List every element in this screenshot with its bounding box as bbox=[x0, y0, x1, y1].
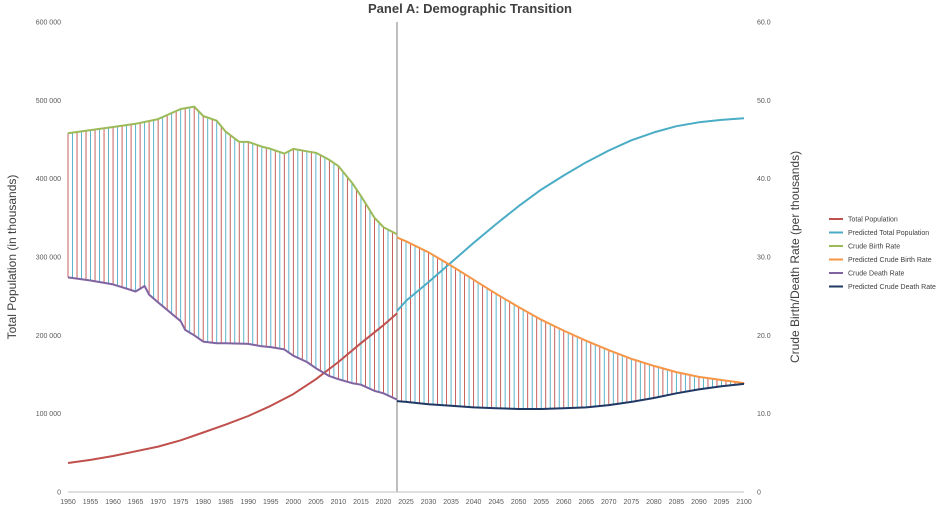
x-tick-label: 1970 bbox=[150, 499, 166, 506]
chart-title: Panel A: Demographic Transition bbox=[368, 1, 572, 16]
x-tick-label: 2060 bbox=[556, 499, 572, 506]
series-line bbox=[67, 276, 398, 401]
legend-label: Crude Birth Rate bbox=[848, 244, 900, 251]
y-left-tick-label: 400 000 bbox=[36, 176, 61, 183]
x-tick-label: 2065 bbox=[578, 499, 594, 506]
series-line bbox=[396, 236, 745, 385]
drop-lines bbox=[67, 106, 745, 409]
y-left-tick-label: 300 000 bbox=[36, 255, 61, 262]
x-tick-label: 2095 bbox=[714, 499, 730, 506]
x-tick-label: 2005 bbox=[308, 499, 324, 506]
legend-label: Predicted Total Population bbox=[848, 230, 929, 237]
x-tick-label: 1955 bbox=[83, 499, 99, 506]
x-tick-label: 1985 bbox=[218, 499, 234, 506]
y-axis-right-ticks: 0 10.0 20.0 30.0 40.0 50.0 60.0 bbox=[757, 20, 771, 497]
y-axis-left-ticks: 0 100 000 200 000 300 000 400 000 500 000 600 … bbox=[36, 20, 61, 497]
y-axis-left-title: Total Population (in thousands) bbox=[5, 175, 19, 340]
x-tick-label: 2055 bbox=[533, 499, 549, 506]
x-axis-ticks: 1950 1955 1960 1965 1970 1975 1980 1985 1990 1995… bbox=[60, 499, 752, 506]
y-left-tick-label: 200 000 bbox=[36, 333, 61, 340]
x-tick-label: 2075 bbox=[624, 499, 640, 506]
y-left-tick-label: 100 000 bbox=[36, 411, 61, 418]
x-tick-label: 1975 bbox=[173, 499, 189, 506]
x-tick-label: 2035 bbox=[443, 499, 459, 506]
y-left-tick-label: 500 000 bbox=[36, 98, 61, 105]
legend-label: Total Population bbox=[848, 217, 898, 224]
x-tick-label: 2000 bbox=[286, 499, 302, 506]
y-right-tick-label: 40.0 bbox=[757, 176, 771, 183]
x-tick-label: 1980 bbox=[195, 499, 211, 506]
legend-label: Crude Death Rate bbox=[848, 271, 905, 278]
x-tick-label: 2010 bbox=[331, 499, 347, 506]
y-right-tick-label: 50.0 bbox=[757, 98, 771, 105]
x-tick-label: 2045 bbox=[488, 499, 504, 506]
series-line bbox=[396, 382, 745, 410]
y-right-tick-label: 10.0 bbox=[757, 411, 771, 418]
legend: Total Population Predicted Total Populati… bbox=[829, 217, 936, 291]
series-line bbox=[67, 312, 398, 464]
x-tick-label: 2020 bbox=[376, 499, 392, 506]
y-right-tick-label: 0 bbox=[757, 490, 761, 497]
legend-label: Predicted Crude Death Rate bbox=[848, 284, 936, 291]
series-lines bbox=[67, 105, 745, 464]
x-tick-label: 2015 bbox=[353, 499, 369, 506]
x-tick-label: 2090 bbox=[691, 499, 707, 506]
x-tick-label: 1950 bbox=[60, 499, 76, 506]
x-tick-label: 1960 bbox=[105, 499, 121, 506]
series-line bbox=[67, 105, 398, 236]
x-tick-label: 2100 bbox=[736, 499, 752, 506]
x-tick-label: 2050 bbox=[511, 499, 527, 506]
x-tick-label: 2070 bbox=[601, 499, 617, 506]
y-axis-right-title: Crude Birth/Death Rate (per thousands) bbox=[788, 151, 802, 363]
legend-label: Predicted Crude Birth Rate bbox=[848, 257, 932, 264]
y-right-tick-label: 20.0 bbox=[757, 333, 771, 340]
y-right-tick-label: 30.0 bbox=[757, 255, 771, 262]
y-left-tick-label: 600 000 bbox=[36, 20, 61, 27]
x-tick-label: 1965 bbox=[128, 499, 144, 506]
x-tick-label: 2025 bbox=[398, 499, 414, 506]
y-right-tick-label: 60.0 bbox=[757, 20, 771, 27]
x-tick-label: 1990 bbox=[240, 499, 256, 506]
y-left-tick-label: 0 bbox=[57, 490, 61, 497]
series-line bbox=[396, 117, 745, 312]
x-tick-label: 2030 bbox=[421, 499, 437, 506]
x-tick-label: 2085 bbox=[669, 499, 685, 506]
x-tick-label: 2080 bbox=[646, 499, 662, 506]
x-tick-label: 1995 bbox=[263, 499, 279, 506]
x-tick-label: 2040 bbox=[466, 499, 482, 506]
